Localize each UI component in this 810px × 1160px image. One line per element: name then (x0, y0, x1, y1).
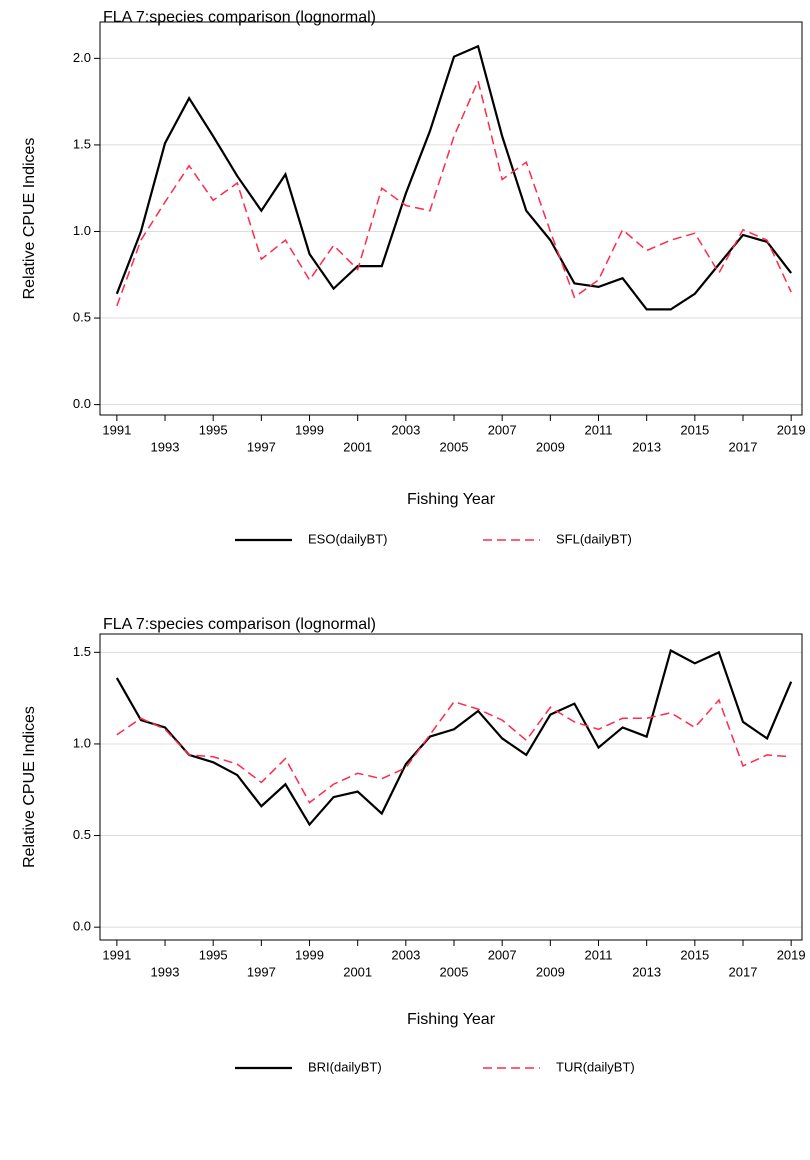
y-tick-label: 1.5 (73, 644, 91, 659)
x-tick-label: 2017 (729, 439, 758, 454)
x-tick-label: 1995 (199, 947, 228, 962)
y-tick-label: 1.0 (73, 735, 91, 750)
x-tick-label: 1991 (102, 422, 131, 437)
x-tick-label: 2001 (343, 439, 372, 454)
chart-title: FLA 7:species comparison (lognormal) (103, 9, 376, 26)
x-tick-label: 2007 (488, 422, 517, 437)
x-tick-label: 2003 (391, 422, 420, 437)
x-tick-label: 2007 (488, 947, 517, 962)
x-tick-label: 2005 (440, 964, 469, 979)
legend-label: ESO(dailyBT) (308, 531, 387, 546)
x-tick-label: 2015 (680, 422, 709, 437)
x-tick-label: 2019 (777, 422, 806, 437)
x-tick-label: 1995 (199, 422, 228, 437)
x-tick-label: 2015 (680, 947, 709, 962)
x-tick-label: 1997 (247, 964, 276, 979)
series-line (116, 698, 792, 804)
x-tick-label: 2017 (729, 964, 758, 979)
x-tick-label: 2009 (536, 439, 565, 454)
series-line (115, 44, 793, 311)
y-tick-label: 0.5 (73, 827, 91, 842)
x-tick-label: 1997 (247, 439, 276, 454)
x-tick-label: 2011 (585, 422, 613, 437)
x-tick-label: 2013 (632, 964, 661, 979)
plot-frame (99, 21, 803, 416)
y-axis-label: Relative CPUE Indices (21, 706, 38, 868)
y-tick-label: 1.5 (73, 136, 91, 151)
chart-title: FLA 7:species comparison (lognormal) (103, 616, 376, 633)
chart: FLA 7:species comparison (lognormal) Rela… (21, 9, 805, 546)
y-tick-label: 0.0 (73, 919, 91, 934)
x-tick-label: 2005 (440, 439, 469, 454)
x-tick-label: 1991 (102, 947, 131, 962)
x-tick-label: 2013 (632, 439, 661, 454)
y-tick-label: 1.0 (73, 223, 91, 238)
legend-label: BRI(dailyBT) (308, 1059, 382, 1074)
y-tick-label: 2.0 (73, 50, 91, 65)
series-line (116, 78, 792, 307)
x-tick-label: 1999 (295, 422, 324, 437)
x-axis-label: Fishing Year (407, 1011, 496, 1028)
legend-label: TUR(dailyBT) (556, 1059, 635, 1074)
x-tick-label: 1993 (151, 439, 180, 454)
x-tick-label: 2009 (536, 964, 565, 979)
x-axis-label: Fishing Year (407, 491, 496, 508)
series-line (115, 648, 793, 827)
legend-label: SFL(dailyBT) (556, 531, 632, 546)
x-tick-label: 1993 (151, 964, 180, 979)
x-tick-label: 2019 (777, 947, 806, 962)
plot-frame (99, 633, 803, 941)
y-tick-label: 0.0 (73, 396, 91, 411)
x-tick-label: 1999 (295, 947, 324, 962)
chart: FLA 7:species comparison (lognormal) Rela… (21, 616, 805, 1074)
x-tick-label: 2011 (585, 947, 613, 962)
y-axis-label: Relative CPUE Indices (21, 138, 38, 300)
y-tick-label: 0.5 (73, 309, 91, 324)
x-tick-label: 2003 (391, 947, 420, 962)
x-tick-label: 2001 (343, 964, 372, 979)
